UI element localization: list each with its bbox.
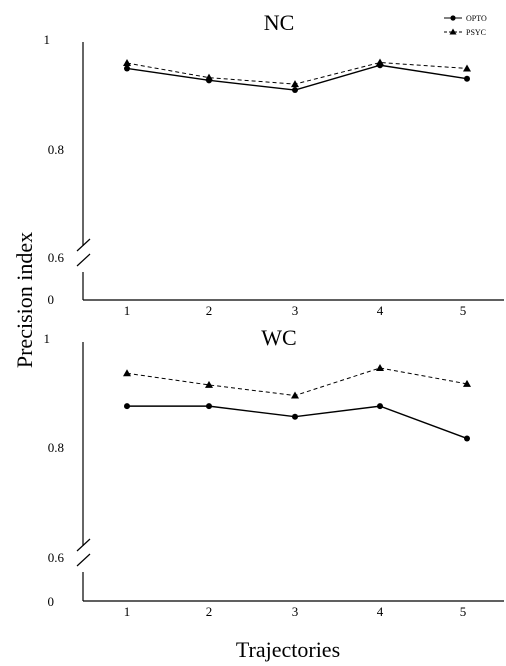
data-point-opto xyxy=(292,413,298,420)
x-tick-label: 1 xyxy=(124,303,131,318)
data-point-opto xyxy=(292,87,298,94)
legend-psyc-marker xyxy=(449,28,457,35)
panel-wc: WC 1 0.8 0.6 0 1 2 3 4 5 xyxy=(44,325,504,619)
data-point-psyc xyxy=(291,391,299,399)
legend: OPTO PSYC xyxy=(444,14,487,37)
data-point-opto xyxy=(124,403,130,410)
panel-title: NC xyxy=(264,10,295,35)
x-tick-label: 2 xyxy=(206,303,213,318)
y-tick-label-0-6: 0.6 xyxy=(48,250,65,265)
data-point-psyc xyxy=(123,59,131,67)
series-layer xyxy=(123,363,471,442)
data-point-psyc xyxy=(463,64,471,72)
data-point-opto xyxy=(377,403,383,410)
data-point-opto xyxy=(206,403,212,410)
legend-entry-psyc: PSYC xyxy=(444,28,486,37)
x-tick-label: 3 xyxy=(292,303,299,318)
y-tick-label-0-8: 0.8 xyxy=(48,142,64,157)
legend-entry-opto: OPTO xyxy=(444,14,487,23)
x-tick-label: 5 xyxy=(460,604,467,619)
data-point-psyc xyxy=(376,58,384,66)
data-point-opto xyxy=(464,435,470,442)
y-tick-label-1: 1 xyxy=(44,32,51,47)
data-point-opto xyxy=(124,65,130,72)
x-tick-labels: 1 2 3 4 5 xyxy=(124,604,467,619)
data-point-psyc xyxy=(376,363,384,371)
data-point-psyc xyxy=(205,73,213,81)
y-tick-label-0-8: 0.8 xyxy=(48,440,64,455)
y-tick-label-0: 0 xyxy=(48,292,55,307)
legend-psyc-label: PSYC xyxy=(466,28,486,37)
series-layer xyxy=(123,58,471,94)
y-tick-label-0-6: 0.6 xyxy=(48,550,65,565)
x-tick-label: 3 xyxy=(292,604,299,619)
x-tick-label: 2 xyxy=(206,604,213,619)
x-tick-label: 4 xyxy=(377,303,384,318)
series-line-psyc xyxy=(126,367,468,397)
x-tick-label: 4 xyxy=(377,604,384,619)
y-axis-title: Precision index xyxy=(12,232,37,368)
axis-break-mark xyxy=(76,238,91,267)
x-tick-label: 1 xyxy=(124,604,131,619)
legend-opto-marker xyxy=(450,15,456,21)
y-tick-label-0: 0 xyxy=(48,594,55,609)
series-line-psyc xyxy=(126,62,468,85)
panel-nc: NC 1 0.8 0.6 0 1 2 3 4 5 xyxy=(44,10,504,318)
x-axis-title: Trajectories xyxy=(236,637,340,662)
axis-break-mark xyxy=(76,538,91,567)
data-point-psyc xyxy=(463,379,471,387)
legend-opto-label: OPTO xyxy=(466,14,487,23)
data-point-psyc xyxy=(205,380,213,388)
data-point-opto xyxy=(464,75,470,82)
series-line-opto xyxy=(127,405,468,440)
panel-title: WC xyxy=(261,325,296,350)
x-tick-labels: 1 2 3 4 5 xyxy=(124,303,467,318)
data-point-psyc xyxy=(291,80,299,88)
x-tick-label: 5 xyxy=(460,303,467,318)
data-point-psyc xyxy=(123,369,131,377)
y-tick-label-1: 1 xyxy=(44,331,51,346)
